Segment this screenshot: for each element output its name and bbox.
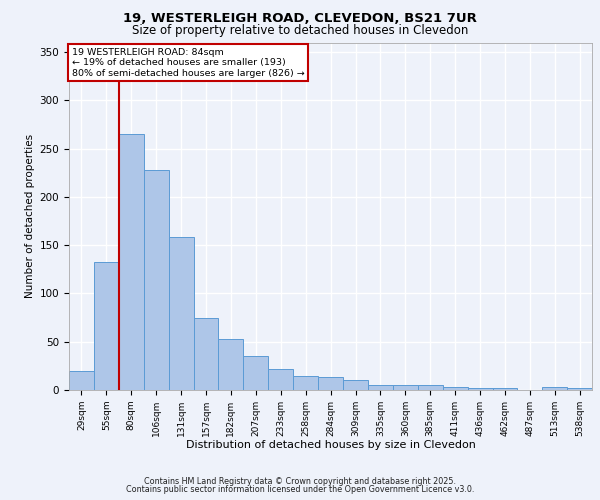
Bar [194, 318, 218, 390]
Text: 19, WESTERLEIGH ROAD, CLEVEDON, BS21 7UR: 19, WESTERLEIGH ROAD, CLEVEDON, BS21 7UR [123, 12, 477, 26]
Text: Contains HM Land Registry data © Crown copyright and database right 2025.: Contains HM Land Registry data © Crown c… [144, 477, 456, 486]
Bar [318, 378, 343, 390]
Bar [343, 380, 368, 390]
Bar [144, 170, 169, 390]
Text: Contains public sector information licensed under the Open Government Licence v3: Contains public sector information licen… [126, 485, 474, 494]
Bar [119, 134, 144, 390]
Bar [169, 238, 194, 390]
Bar [244, 356, 268, 390]
Bar [368, 385, 393, 390]
Bar [293, 376, 318, 390]
Text: Size of property relative to detached houses in Clevedon: Size of property relative to detached ho… [132, 24, 468, 37]
Bar [542, 387, 567, 390]
Bar [268, 369, 293, 390]
Bar [393, 385, 418, 390]
Bar [94, 262, 119, 390]
Bar [567, 388, 592, 390]
Y-axis label: Number of detached properties: Number of detached properties [25, 134, 35, 298]
X-axis label: Distribution of detached houses by size in Clevedon: Distribution of detached houses by size … [185, 440, 476, 450]
Bar [493, 388, 517, 390]
Text: 19 WESTERLEIGH ROAD: 84sqm
← 19% of detached houses are smaller (193)
80% of sem: 19 WESTERLEIGH ROAD: 84sqm ← 19% of deta… [71, 48, 304, 78]
Bar [69, 370, 94, 390]
Bar [467, 388, 493, 390]
Bar [443, 387, 467, 390]
Bar [218, 339, 244, 390]
Bar [418, 385, 443, 390]
